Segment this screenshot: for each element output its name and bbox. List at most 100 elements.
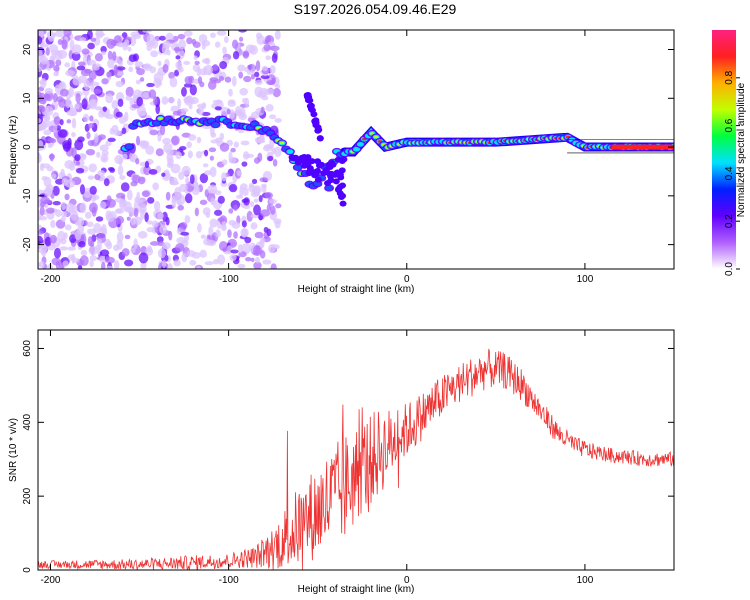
- noise-cell: [207, 184, 218, 194]
- noise-cell: [189, 259, 197, 266]
- branch-cell: [331, 171, 339, 178]
- spectrogram-ytick-label: 10: [22, 92, 33, 104]
- colorbar-gradient: [712, 30, 736, 269]
- noise-cell: [183, 83, 193, 88]
- branch-cell: [339, 192, 347, 199]
- noise-cell: [188, 104, 193, 110]
- noise-cell: [90, 37, 97, 42]
- noise-cell: [171, 135, 180, 146]
- noise-cell: [237, 243, 243, 254]
- noise-cell: [188, 134, 197, 141]
- noise-cell: [249, 200, 255, 208]
- spectrogram-heatmap: [38, 30, 674, 269]
- noise-cell: [113, 64, 118, 75]
- colorbar-tick-label: 0.6: [724, 118, 735, 132]
- noise-cell: [119, 175, 126, 180]
- noise-cell: [263, 44, 271, 52]
- noise-cell: [226, 245, 233, 255]
- snr-ylabel: SNR (10 * v/v): [8, 418, 19, 482]
- noise-cell: [135, 157, 140, 165]
- noise-cell: [102, 106, 108, 112]
- snr-xlabel: Height of straight line (km): [298, 584, 415, 595]
- spectrogram-ytick-label: 20: [22, 44, 33, 56]
- noise-cell: [86, 59, 97, 66]
- noise-cell: [203, 149, 209, 157]
- noise-cell: [64, 224, 72, 231]
- noise-cell: [245, 256, 252, 262]
- noise-cell: [111, 99, 119, 110]
- noise-cell: [129, 151, 136, 162]
- noise-cell: [51, 257, 61, 266]
- noise-cell: [157, 131, 162, 142]
- noise-cell: [169, 180, 180, 186]
- noise-cell: [179, 145, 187, 151]
- noise-cell: [86, 30, 93, 40]
- noise-cell: [123, 259, 134, 267]
- noise-cell: [261, 95, 269, 101]
- snr-ytick-label: 200: [22, 487, 33, 504]
- branch-cell: [300, 153, 308, 160]
- noise-cell: [74, 103, 80, 110]
- noise-cell: [168, 71, 176, 80]
- noise-cell: [54, 50, 63, 61]
- noise-cell: [116, 231, 124, 243]
- noise-cell: [130, 180, 138, 187]
- noise-cell: [195, 150, 203, 159]
- noise-cell: [111, 51, 117, 62]
- noise-cell: [93, 222, 102, 234]
- noise-cell: [235, 194, 244, 199]
- noise-cell: [270, 263, 277, 269]
- noise-cell: [189, 174, 195, 185]
- noise-cell: [119, 202, 128, 208]
- noise-cell: [222, 46, 227, 55]
- noise-cell: [253, 245, 262, 257]
- noise-cell: [145, 247, 154, 256]
- branch-cell: [290, 155, 298, 162]
- noise-cell: [158, 35, 166, 41]
- noise-cell: [157, 60, 162, 67]
- snr-panel: -200 -100 0 100 0 200 400 600 Height of straigh…: [8, 329, 675, 595]
- snr-frame: [37, 329, 675, 571]
- noise-cell: [186, 249, 196, 257]
- spectrogram-xtick-label: -100: [219, 274, 239, 285]
- noise-cell: [48, 44, 59, 53]
- noise-cell: [185, 176, 190, 185]
- noise-cell: [153, 200, 161, 212]
- branch-cell: [338, 167, 346, 174]
- noise-cell: [227, 100, 237, 107]
- noise-cell: [212, 99, 223, 105]
- noise-cell: [85, 148, 96, 156]
- noise-cell: [59, 118, 64, 126]
- noise-cell: [209, 166, 217, 178]
- noise-cell: [241, 220, 247, 228]
- noise-cell: [38, 152, 41, 163]
- noise-cell: [60, 168, 65, 177]
- noise-cell: [79, 255, 89, 267]
- noise-cell: [174, 69, 180, 77]
- noise-cell: [101, 224, 107, 235]
- noise-cell: [183, 96, 192, 104]
- noise-cell: [251, 178, 258, 185]
- noise-cell: [155, 148, 164, 157]
- noise-cell: [263, 144, 274, 150]
- noise-cell: [76, 217, 85, 227]
- noise-cell: [139, 111, 148, 116]
- noise-cell: [209, 155, 214, 161]
- noise-cell: [40, 78, 47, 89]
- branch-cell: [314, 176, 322, 183]
- noise-cell: [136, 68, 145, 76]
- noise-cell: [212, 64, 219, 71]
- branch-cell: [305, 170, 313, 177]
- noise-cell: [181, 86, 187, 97]
- noise-cell: [90, 84, 95, 92]
- noise-cell: [169, 77, 178, 88]
- noise-cell: [121, 127, 127, 135]
- noise-cell: [226, 108, 231, 115]
- noise-cell: [136, 208, 146, 213]
- noise-cell: [49, 138, 57, 144]
- noise-cell: [209, 218, 218, 228]
- noise-cell: [266, 204, 272, 211]
